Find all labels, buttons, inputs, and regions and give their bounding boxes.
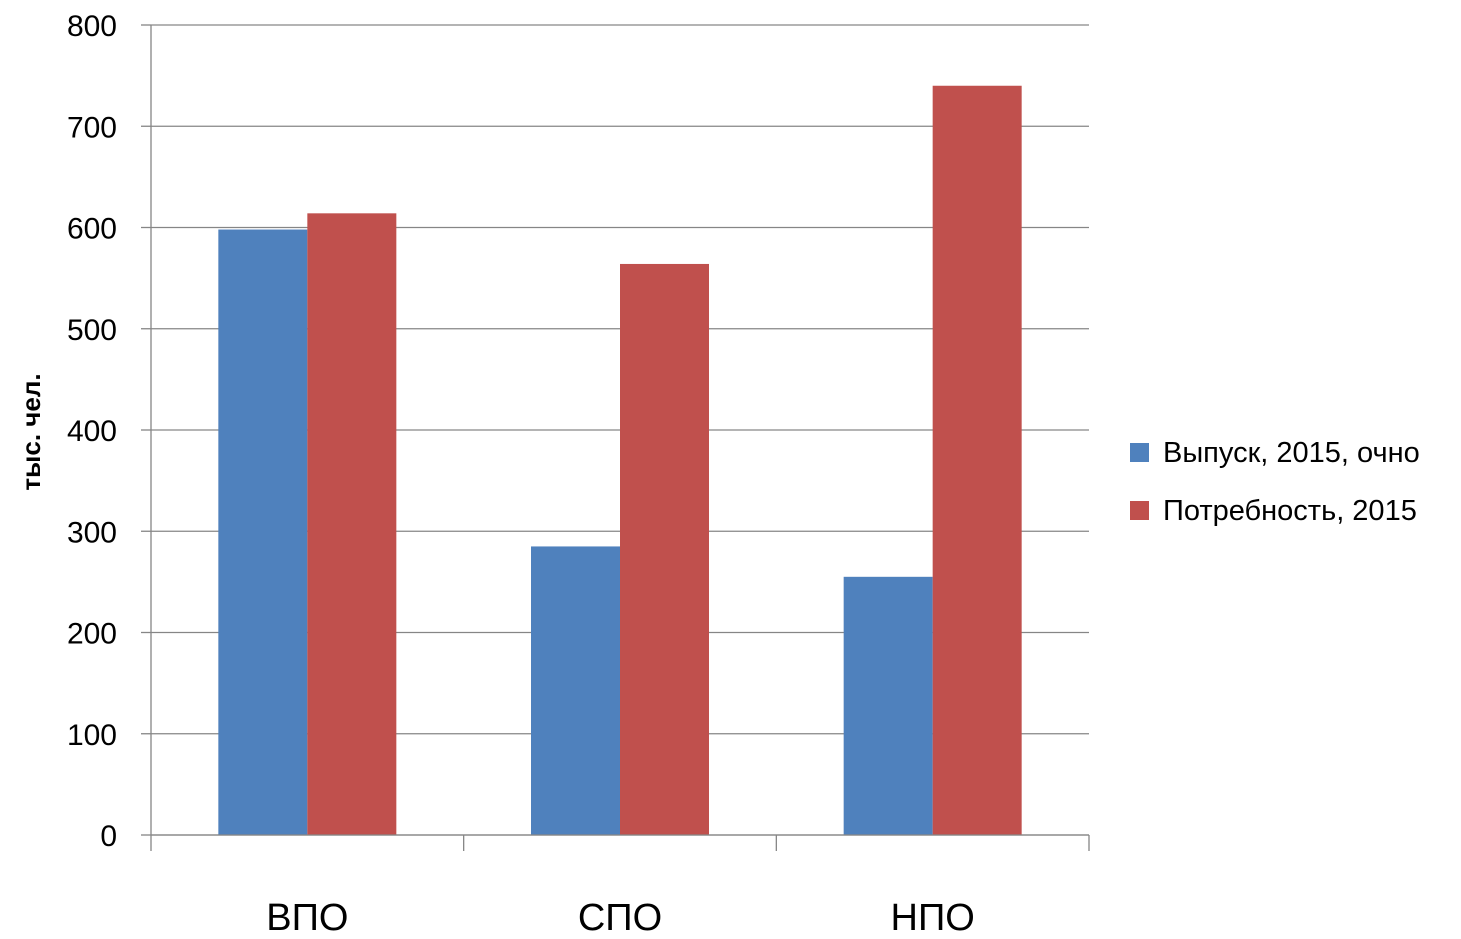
x-category-label: ВПО xyxy=(266,897,348,934)
bar-potrebnost-1 xyxy=(620,263,709,835)
axes xyxy=(141,24,1090,851)
x-category-label: НПО xyxy=(891,897,975,934)
bar-vypusk-1 xyxy=(531,546,620,835)
y-tick-label: 600 xyxy=(67,213,117,246)
legend: Выпуск, 2015, очно Потребность, 2015 xyxy=(1130,437,1420,527)
y-axis-title: тыс. чел. xyxy=(16,373,46,490)
y-tick-label: 400 xyxy=(67,415,117,448)
legend-swatch xyxy=(1130,501,1149,520)
x-category-label: СПО xyxy=(578,897,662,934)
legend-label: Потребность, 2015 xyxy=(1163,495,1417,527)
y-tick-label: 500 xyxy=(67,314,117,347)
bar-potrebnost-2 xyxy=(932,85,1022,835)
bar-vypusk-2 xyxy=(843,576,933,835)
y-tick-label: 200 xyxy=(67,618,117,651)
bars xyxy=(218,85,1022,835)
y-tick-label: 800 xyxy=(67,10,117,43)
y-tick-label: 0 xyxy=(100,820,117,853)
bar-vypusk-0 xyxy=(218,229,308,835)
legend-label: Выпуск, 2015, очно xyxy=(1163,437,1420,469)
bar-potrebnost-0 xyxy=(307,213,397,835)
y-tick-label: 300 xyxy=(67,516,117,549)
legend-swatch xyxy=(1130,443,1149,462)
y-tick-label: 100 xyxy=(67,719,117,752)
axis-labels: 0 100 200 300 400 500 600 700 800 ВПО СПО НПО xyxy=(67,10,975,939)
y-tick-label: 700 xyxy=(67,111,117,144)
